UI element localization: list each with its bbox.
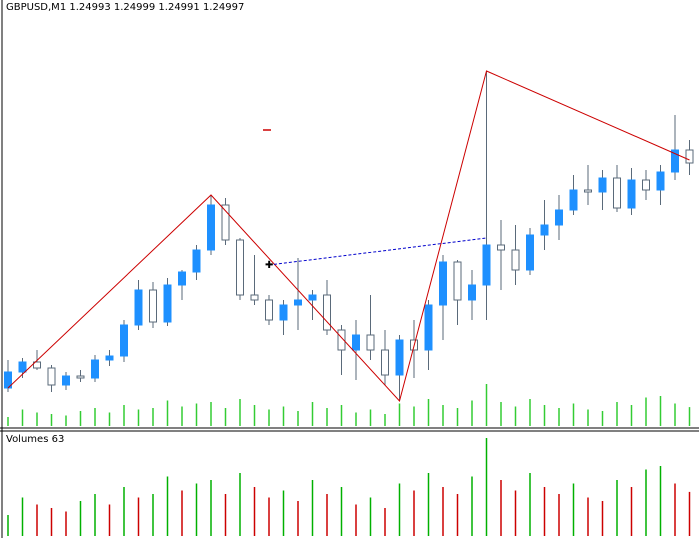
candle-body [47, 367, 56, 386]
trend-anchor: ✚ [265, 260, 273, 271]
candle-body [221, 204, 230, 241]
candle-body [685, 149, 694, 164]
candle-body [453, 261, 462, 301]
candle-body [540, 224, 549, 236]
candle-body [468, 284, 476, 301]
candle-body [91, 359, 99, 379]
trend-line [268, 237, 487, 266]
candle-body [149, 289, 157, 323]
candle-body [294, 299, 302, 306]
volume-label: Volumes 63 [6, 434, 64, 445]
candle-body [526, 234, 534, 271]
candle-body [4, 371, 12, 389]
candle-body [598, 177, 607, 193]
candle-body [584, 189, 592, 193]
candle-body [207, 204, 215, 251]
candle-body [511, 249, 520, 271]
candle-body [642, 179, 650, 191]
candle-body [627, 179, 636, 209]
candle-body [352, 334, 360, 351]
candle-body [555, 209, 563, 226]
candle-body [33, 361, 41, 369]
candle-body [192, 249, 201, 273]
zigzag-line [7, 70, 690, 403]
candle-body [308, 294, 317, 301]
candle-body [236, 239, 244, 296]
candle-body [279, 304, 288, 321]
candle-body [337, 329, 346, 351]
candle-body [656, 171, 665, 191]
candle-body [424, 304, 433, 351]
candle-body [323, 294, 331, 331]
candle-body [671, 149, 679, 173]
candle-body [613, 177, 621, 209]
candle-body [381, 349, 389, 376]
candle-body [569, 189, 578, 211]
candle-body [18, 361, 27, 373]
candle-body [178, 271, 186, 286]
candle-body [163, 284, 172, 323]
candle-body [497, 244, 505, 251]
chart-header: GBPUSD,M1 1.24993 1.24999 1.24991 1.2499… [6, 2, 244, 13]
candle-body [366, 334, 375, 351]
candle-body [439, 261, 447, 306]
candle-body [120, 324, 128, 357]
candle-body [482, 244, 491, 286]
candle-body [265, 299, 273, 321]
candle-body [134, 289, 143, 326]
candle-body [62, 375, 70, 386]
candle-body [76, 375, 85, 379]
candle-body [250, 294, 259, 301]
candle-body [105, 355, 114, 361]
candle-body [395, 339, 404, 376]
